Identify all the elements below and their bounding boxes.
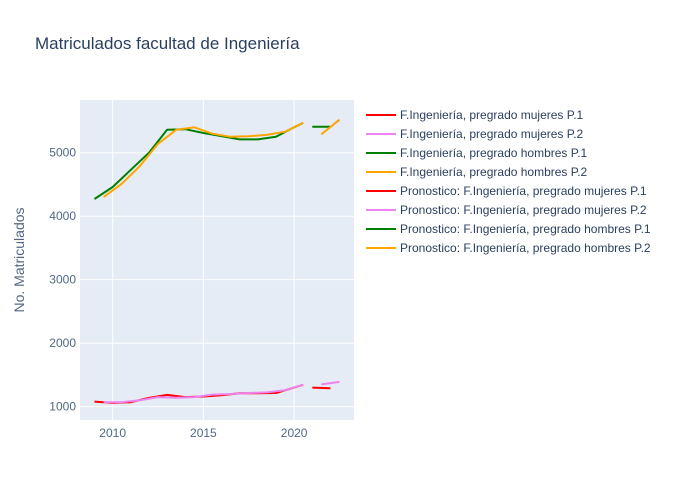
- series-line-8: [320, 118, 341, 136]
- legend-label: Pronostico: F.Ingeniería, pregrado mujer…: [400, 184, 647, 198]
- legend-item-2[interactable]: F.Ingeniería, pregrado mujeres P.2: [366, 127, 584, 141]
- legend-label: Pronostico: F.Ingeniería, pregrado mujer…: [400, 203, 647, 217]
- chart-title: Matriculados facultad de Ingeniería: [35, 34, 300, 53]
- x-tick-label: 2010: [99, 426, 126, 440]
- legend-label: F.Ingeniería, pregrado mujeres P.2: [400, 127, 584, 141]
- x-tick-label: 2015: [190, 426, 217, 440]
- y-tick-label: 5000: [49, 146, 76, 160]
- legend-item-4[interactable]: F.Ingeniería, pregrado hombres P.2: [366, 165, 588, 179]
- legend-label: Pronostico: F.Ingeniería, pregrado hombr…: [400, 241, 651, 255]
- y-tick-label: 1000: [49, 400, 76, 414]
- series-line-2: [103, 383, 304, 404]
- legend-label: Pronostico: F.Ingeniería, pregrado hombr…: [400, 222, 651, 236]
- grid-lines: [80, 100, 354, 420]
- plot-area: [80, 100, 354, 420]
- x-tick-label: 2020: [281, 426, 308, 440]
- legend-item-5[interactable]: Pronostico: F.Ingeniería, pregrado mujer…: [366, 184, 647, 198]
- legend[interactable]: F.Ingeniería, pregrado mujeres P.1 F.Inge…: [366, 108, 651, 255]
- legend-label: F.Ingeniería, pregrado mujeres P.1: [400, 108, 584, 122]
- legend-item-1[interactable]: F.Ingeniería, pregrado mujeres P.1: [366, 108, 584, 122]
- y-tick-label: 4000: [49, 209, 76, 223]
- series-line-5: [312, 386, 331, 390]
- legend-label: F.Ingeniería, pregrado hombres P.2: [400, 165, 588, 179]
- legend-label: F.Ingeniería, pregrado hombres P.1: [400, 146, 588, 160]
- series-line-3: [93, 121, 304, 200]
- series-layer: [93, 118, 341, 404]
- y-tick-label: 3000: [49, 273, 76, 287]
- series-line-4: [103, 121, 304, 198]
- y-axis-title: No. Matriculados: [11, 207, 27, 312]
- legend-item-3[interactable]: F.Ingeniería, pregrado hombres P.1: [366, 146, 588, 160]
- y-tick-label: 2000: [49, 336, 76, 350]
- legend-item-7[interactable]: Pronostico: F.Ingeniería, pregrado hombr…: [366, 222, 651, 236]
- legend-item-6[interactable]: Pronostico: F.Ingeniería, pregrado mujer…: [366, 203, 647, 217]
- series-line-6: [321, 380, 340, 386]
- tick-labels: 2010 2015 2020 1000 2000 3000 4000 5000: [49, 146, 307, 440]
- legend-item-8[interactable]: Pronostico: F.Ingeniería, pregrado hombr…: [366, 241, 651, 255]
